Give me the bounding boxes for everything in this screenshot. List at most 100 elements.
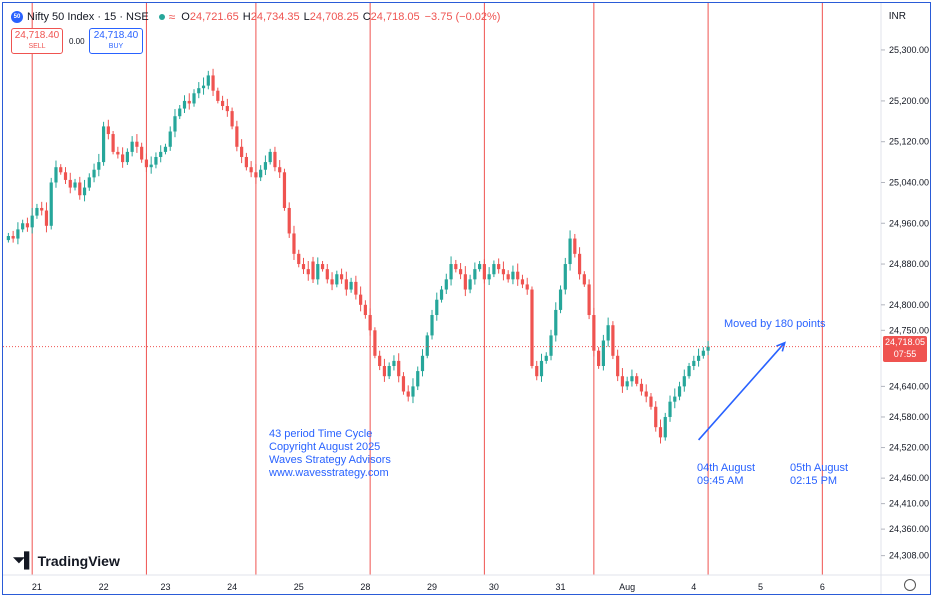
- candle-body: [468, 279, 472, 290]
- candle-body: [301, 264, 306, 270]
- candle-body: [482, 264, 486, 280]
- candle-body: [625, 381, 629, 387]
- candle-body: [259, 169, 263, 178]
- trend-arrow-line: [697, 342, 786, 441]
- y-tick-label: 24,880.00: [889, 259, 929, 269]
- candle-body: [130, 141, 134, 152]
- candle-body: [401, 376, 406, 392]
- candle-body: [435, 299, 439, 316]
- candle-body: [663, 416, 667, 438]
- candle-body: [382, 365, 387, 377]
- ohlc-readout: O24,721.65 H24,734.35 L24,708.25 C24,718.05: [181, 11, 419, 23]
- candle-body: [544, 355, 548, 361]
- candle-body: [182, 100, 187, 109]
- candle-body: [549, 335, 553, 356]
- ohlc-label-h: H: [242, 11, 251, 23]
- gear-icon[interactable]: [904, 579, 916, 591]
- candle-body: [639, 383, 644, 392]
- last-price-countdown: 07:55: [893, 348, 917, 359]
- x-tick-label: 25: [294, 582, 304, 592]
- candle-body: [249, 167, 253, 173]
- ohlc-value-c: 24,718.05: [370, 11, 420, 23]
- candle-body: [54, 167, 58, 183]
- y-tick-label: 25,300.00: [889, 45, 929, 55]
- candle-body: [263, 162, 268, 170]
- candle-body: [449, 264, 453, 280]
- x-tick-label: Aug: [619, 582, 635, 592]
- x-tick-label: 24: [227, 582, 237, 592]
- candle-body: [373, 330, 377, 356]
- candle-body: [368, 315, 372, 331]
- currency-selector[interactable]: INR: [888, 11, 906, 22]
- candle-body: [616, 355, 620, 377]
- x-tick-label: 31: [556, 582, 566, 592]
- buy-button[interactable]: 24,718.40 BUY: [89, 28, 143, 54]
- candle-body: [163, 146, 168, 152]
- price-chart[interactable]: 25,300.00 25,200.00 25,120.00 25,040.00 24,9…: [3, 3, 931, 595]
- candle-body: [111, 134, 115, 152]
- candle-body: [530, 289, 534, 366]
- candle-body: [235, 126, 239, 147]
- last-price-tag: 24,718.05 07:55: [883, 335, 927, 362]
- candle-body: [230, 111, 234, 127]
- candle-body: [597, 350, 601, 366]
- candle-body: [554, 309, 558, 336]
- cycle-annotation: 43 period Time Cycle Copyright August 20…: [269, 428, 391, 480]
- candle-body: [144, 159, 149, 168]
- tradingview-logo[interactable]: ⏷▌ TradingView: [13, 552, 120, 569]
- date1-annotation: 04th August 09:45 AM: [697, 462, 755, 488]
- candle-body: [349, 281, 353, 290]
- sell-button[interactable]: 24,718.40 SELL: [11, 28, 63, 54]
- candle-body: [696, 355, 701, 361]
- buy-label: BUY: [108, 43, 124, 50]
- spread-value: 0.00: [69, 37, 85, 46]
- candle-body: [25, 223, 30, 228]
- candle-body: [692, 360, 696, 366]
- candle-body: [458, 269, 463, 275]
- ohlc-value-h: 24,734.35: [250, 11, 300, 23]
- candle-body: [397, 360, 401, 377]
- candle-body: [635, 376, 639, 384]
- candle-body: [178, 108, 182, 117]
- candle-body: [273, 151, 277, 168]
- nifty-symbol-badge: 50: [11, 11, 23, 23]
- candle-body: [406, 391, 410, 397]
- candle-body: [620, 376, 625, 387]
- candle-body: [506, 274, 510, 280]
- candle-body: [330, 279, 334, 285]
- candle-body: [535, 365, 539, 377]
- candle-body: [101, 126, 106, 163]
- buy-price: 24,718.40: [93, 30, 139, 41]
- ohlc-label-c: C: [362, 11, 371, 23]
- candle-body: [558, 289, 563, 310]
- candle-body: [192, 93, 196, 104]
- candle-body: [292, 233, 296, 254]
- candle-body: [211, 75, 215, 91]
- candle-body: [668, 401, 672, 417]
- candle-body: [297, 253, 301, 265]
- candle-body: [478, 264, 482, 270]
- candle-body: [73, 182, 77, 188]
- candle-body: [582, 274, 586, 285]
- candle-body: [135, 141, 139, 147]
- candle-body: [40, 207, 44, 211]
- ohlc-label-o: O: [181, 11, 190, 23]
- x-tick-label: 5: [758, 582, 763, 592]
- x-tick-label: 6: [820, 582, 825, 592]
- candle-body: [68, 179, 72, 188]
- candle-body: [630, 376, 634, 382]
- candle-body: [121, 154, 125, 163]
- cycle-line-3: Waves Strategy Advisors: [269, 454, 391, 466]
- candle-body: [339, 274, 344, 280]
- chart-title[interactable]: Nifty 50 Index · 15 · NSE: [27, 11, 149, 23]
- candle-body: [125, 151, 129, 163]
- candle-body: [601, 340, 605, 366]
- x-tick-label: 23: [160, 582, 170, 592]
- candle-body: [644, 391, 648, 397]
- candle-body: [30, 215, 34, 228]
- candle-body: [654, 406, 658, 428]
- candle-body: [497, 264, 501, 270]
- candle-body: [44, 210, 49, 226]
- candle-body: [587, 284, 591, 316]
- candle-body: [363, 304, 367, 316]
